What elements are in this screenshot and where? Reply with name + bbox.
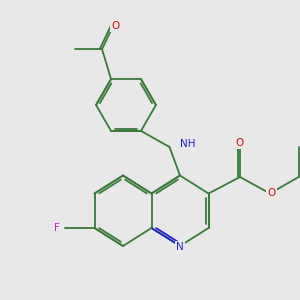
- Text: NH: NH: [180, 139, 196, 149]
- Text: O: O: [267, 188, 276, 199]
- Text: O: O: [236, 137, 244, 148]
- Text: F: F: [54, 223, 60, 233]
- Text: O: O: [111, 21, 120, 31]
- Text: N: N: [176, 242, 184, 253]
